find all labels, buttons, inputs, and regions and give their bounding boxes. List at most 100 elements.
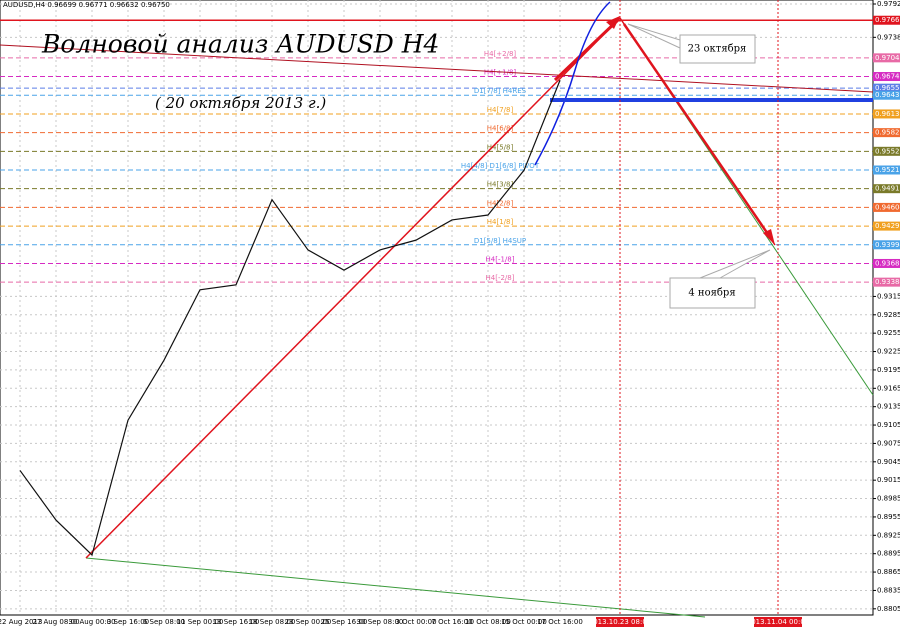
y-tick-label: 0.91051 xyxy=(877,421,900,429)
y-tick-label: 0.92851 xyxy=(877,311,900,319)
y-tick-label: 0.88351 xyxy=(877,586,900,594)
time-marker: 2013.10.23 08:00 xyxy=(589,618,651,626)
callout xyxy=(669,249,771,309)
x-tick-label: 23 Sep 00:00 xyxy=(285,618,332,626)
level-label: H4[+1/8] xyxy=(484,69,517,77)
level-price-box xyxy=(873,277,900,287)
level-price-box xyxy=(873,240,900,250)
x-tick-label: 6 Sep 08:00 xyxy=(143,618,185,626)
levels: H4[+2/8] H4[+1/8] D1[7/8] H4RES H4[7/8] H4[6… xyxy=(0,19,873,283)
level-label: H4[4/8] D1[6/8] PIVOT xyxy=(461,162,540,170)
trend-line xyxy=(0,44,874,93)
level-price-box xyxy=(873,72,900,82)
level-label: H4[5/8] xyxy=(487,143,514,151)
y-tick-label: 0.89551 xyxy=(877,513,900,521)
x-tick-label: 10 Oct 08:00 xyxy=(465,618,511,626)
y-tick-label: 0.91351 xyxy=(877,403,900,411)
y-tick-label: 0.88951 xyxy=(877,550,900,558)
time-marker-box xyxy=(596,617,644,627)
arrow-head xyxy=(763,229,775,245)
level-label: H4[1/8] xyxy=(487,218,514,226)
y-tick-label: 0.88651 xyxy=(877,568,900,576)
x-tick-label: 3 Sep 16:00 xyxy=(107,618,149,626)
level-price: 0.97046 xyxy=(875,54,900,62)
arrow-head xyxy=(606,16,620,29)
y-tick-label: 0.89251 xyxy=(877,531,900,539)
level-label: D1[7/8] H4RES xyxy=(474,87,527,95)
level-price-box xyxy=(873,90,900,100)
title: Волновой анализ AUDUSD H4 xyxy=(41,30,439,59)
level-label: H4[-2/8] xyxy=(486,274,515,282)
level-price: 0.94299 xyxy=(875,222,900,230)
level-price-box xyxy=(873,15,900,25)
level-price: 0.94604 xyxy=(875,203,900,211)
y-tick-label: 0.91651 xyxy=(877,384,900,392)
y-tick-label: 0.90151 xyxy=(877,476,900,484)
level-price: 0.9491 xyxy=(875,185,900,193)
y-tick-label: 0.88051 xyxy=(877,605,900,613)
x-tick-label: 22 Aug 2013 xyxy=(0,618,42,626)
level-label: D1[5/8] H4SUP xyxy=(474,237,526,245)
y-tick-label: 0.97925 xyxy=(877,0,900,8)
callout xyxy=(627,23,756,64)
level-price-box xyxy=(873,83,900,93)
subtitle: ( 20 октября 2013 г.) xyxy=(155,94,326,112)
annotation: 4 ноября xyxy=(688,288,735,299)
level-label: H4[2/8] xyxy=(487,199,514,207)
y-tick-label: 0.90751 xyxy=(877,439,900,447)
x-tick-label: 15 Oct 00:00 xyxy=(501,618,547,626)
level-price-box xyxy=(873,109,900,119)
level-price-box xyxy=(873,202,900,212)
y-tick-label: 0.91951 xyxy=(877,366,900,374)
level-price: 0.96436 xyxy=(875,91,900,99)
level-price: 0.96551 xyxy=(875,84,900,92)
level-price: 0.93384 xyxy=(875,278,900,286)
header: AUDUSD,H4 0.96699 0.96771 0.96632 0.9675… xyxy=(3,1,170,9)
y-tick-label: 0.90451 xyxy=(877,458,900,466)
y-tick-label: 0.97381 xyxy=(877,33,900,41)
level-price-box xyxy=(873,221,900,231)
x-tick-label: 3 Oct 00:00 xyxy=(395,618,436,626)
price-line xyxy=(19,80,561,557)
level-price: 0.9552 xyxy=(875,147,900,155)
level-label: H4[+2/8] xyxy=(484,50,517,58)
x-tick-label: 25 Sep 16:00 xyxy=(321,618,368,626)
x-tick-label: 30 Aug 00:00 xyxy=(68,618,115,626)
wave-line xyxy=(85,17,621,559)
level-label: H4[-1/8] xyxy=(486,255,515,263)
level-price: 0.9613 xyxy=(875,110,900,118)
level-price-box xyxy=(873,165,900,175)
x-tick-label: 7 Oct 16:00 xyxy=(431,618,472,626)
level-price-box xyxy=(873,146,900,156)
level-price-box xyxy=(873,128,900,138)
time-marker: 2013.11.04 00:00 xyxy=(747,618,809,626)
level-price-box xyxy=(873,184,900,194)
wave-curve xyxy=(534,1,611,166)
y-tick-label: 0.92251 xyxy=(877,348,900,356)
level-label: H4[6/8] xyxy=(487,125,514,133)
x-tick-label: 13 Sep 16:00 xyxy=(213,618,260,626)
level-price: 0.96741 xyxy=(875,73,900,81)
x-tick-label: 30 Sep 08:00 xyxy=(357,618,404,626)
x-tick-label: 27 Aug 08:00 xyxy=(32,618,79,626)
trend-line xyxy=(85,557,706,618)
level-label: H4[3/8] xyxy=(487,181,514,189)
level-price-box xyxy=(873,53,900,63)
x-tick-label: 18 Sep 08:00 xyxy=(249,618,296,626)
y-tick-label: 0.93151 xyxy=(877,292,900,300)
level-price-box xyxy=(873,258,900,268)
level-price: 0.93994 xyxy=(875,241,900,249)
level-price: 0.95825 xyxy=(875,129,900,137)
x-tick-label: 11 Sep 00:00 xyxy=(177,618,224,626)
arrow xyxy=(553,18,620,82)
y-tick-label: 0.92551 xyxy=(877,329,900,337)
level-price: 0.95215 xyxy=(875,166,900,174)
x-tick-label: 17 Oct 16:00 xyxy=(537,618,583,626)
level-price: 0.9766 xyxy=(875,16,900,24)
y-tick-label: 0.89851 xyxy=(877,495,900,503)
arrow xyxy=(622,23,774,241)
time-marker-box xyxy=(754,617,802,627)
annotation: 23 октября xyxy=(688,44,747,55)
